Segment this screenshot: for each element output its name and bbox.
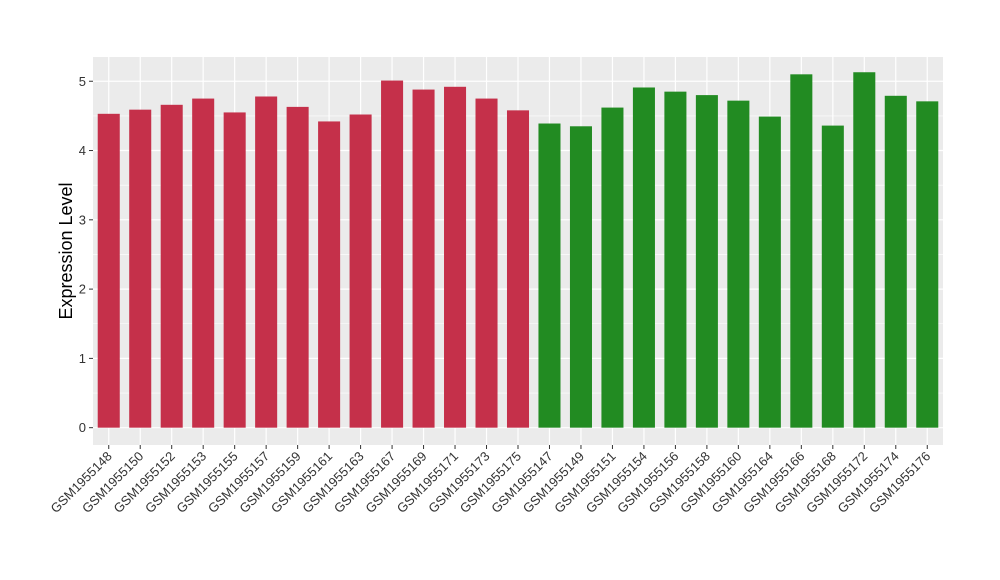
bar-GSM1955152 <box>160 104 183 428</box>
bar-GSM1955173 <box>475 98 498 428</box>
bar-GSM1955169 <box>412 89 435 428</box>
bar-GSM1955153 <box>192 98 215 428</box>
bar-GSM1955175 <box>506 110 530 428</box>
y-tick-label: 2 <box>79 282 86 297</box>
y-tick-label: 1 <box>79 351 86 366</box>
bar-GSM1955158 <box>695 95 718 428</box>
y-tick-label: 4 <box>79 143 86 158</box>
bar-GSM1955159 <box>286 106 309 428</box>
bar-GSM1955164 <box>758 116 781 428</box>
bar-GSM1955157 <box>255 96 278 428</box>
bar-GSM1955150 <box>129 109 152 428</box>
y-axis-ticks: 0 1 2 3 4 5 <box>79 74 93 435</box>
bar-GSM1955172 <box>853 72 876 428</box>
bar-GSM1955174 <box>884 95 907 428</box>
y-tick-label: 5 <box>79 74 86 89</box>
bar-GSM1955160 <box>727 100 750 428</box>
bar-GSM1955166 <box>790 74 813 428</box>
y-tick-label: 3 <box>79 212 86 227</box>
bar-GSM1955161 <box>318 121 341 428</box>
bar-GSM1955154 <box>632 87 655 428</box>
bar-GSM1955156 <box>664 91 687 428</box>
bar-GSM1955151 <box>601 107 624 428</box>
bar-GSM1955147 <box>538 123 561 428</box>
bar-GSM1955171 <box>444 86 467 428</box>
bars <box>97 72 939 428</box>
bar-GSM1955168 <box>821 125 844 428</box>
x-axis-ticks: GSM1955148GSM1955150GSM1955152GSM1955153… <box>48 445 933 516</box>
bar-GSM1955167 <box>381 80 404 428</box>
bar-GSM1955149 <box>569 126 592 428</box>
bar-GSM1955163 <box>349 114 372 428</box>
bar-GSM1955176 <box>916 101 939 428</box>
bar-GSM1955155 <box>223 112 246 428</box>
bar-GSM1955148 <box>97 113 120 428</box>
y-axis-title: Expression Level <box>56 182 76 319</box>
y-tick-label: 0 <box>79 420 86 435</box>
